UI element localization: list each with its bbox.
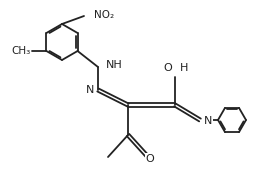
Text: CH₃: CH₃ bbox=[11, 46, 30, 56]
Text: O: O bbox=[146, 154, 154, 164]
Text: NH: NH bbox=[106, 60, 123, 70]
Text: N: N bbox=[204, 116, 212, 126]
Text: H: H bbox=[180, 63, 189, 73]
Text: N: N bbox=[86, 85, 94, 95]
Text: NO₂: NO₂ bbox=[94, 10, 114, 20]
Text: O: O bbox=[163, 63, 172, 73]
